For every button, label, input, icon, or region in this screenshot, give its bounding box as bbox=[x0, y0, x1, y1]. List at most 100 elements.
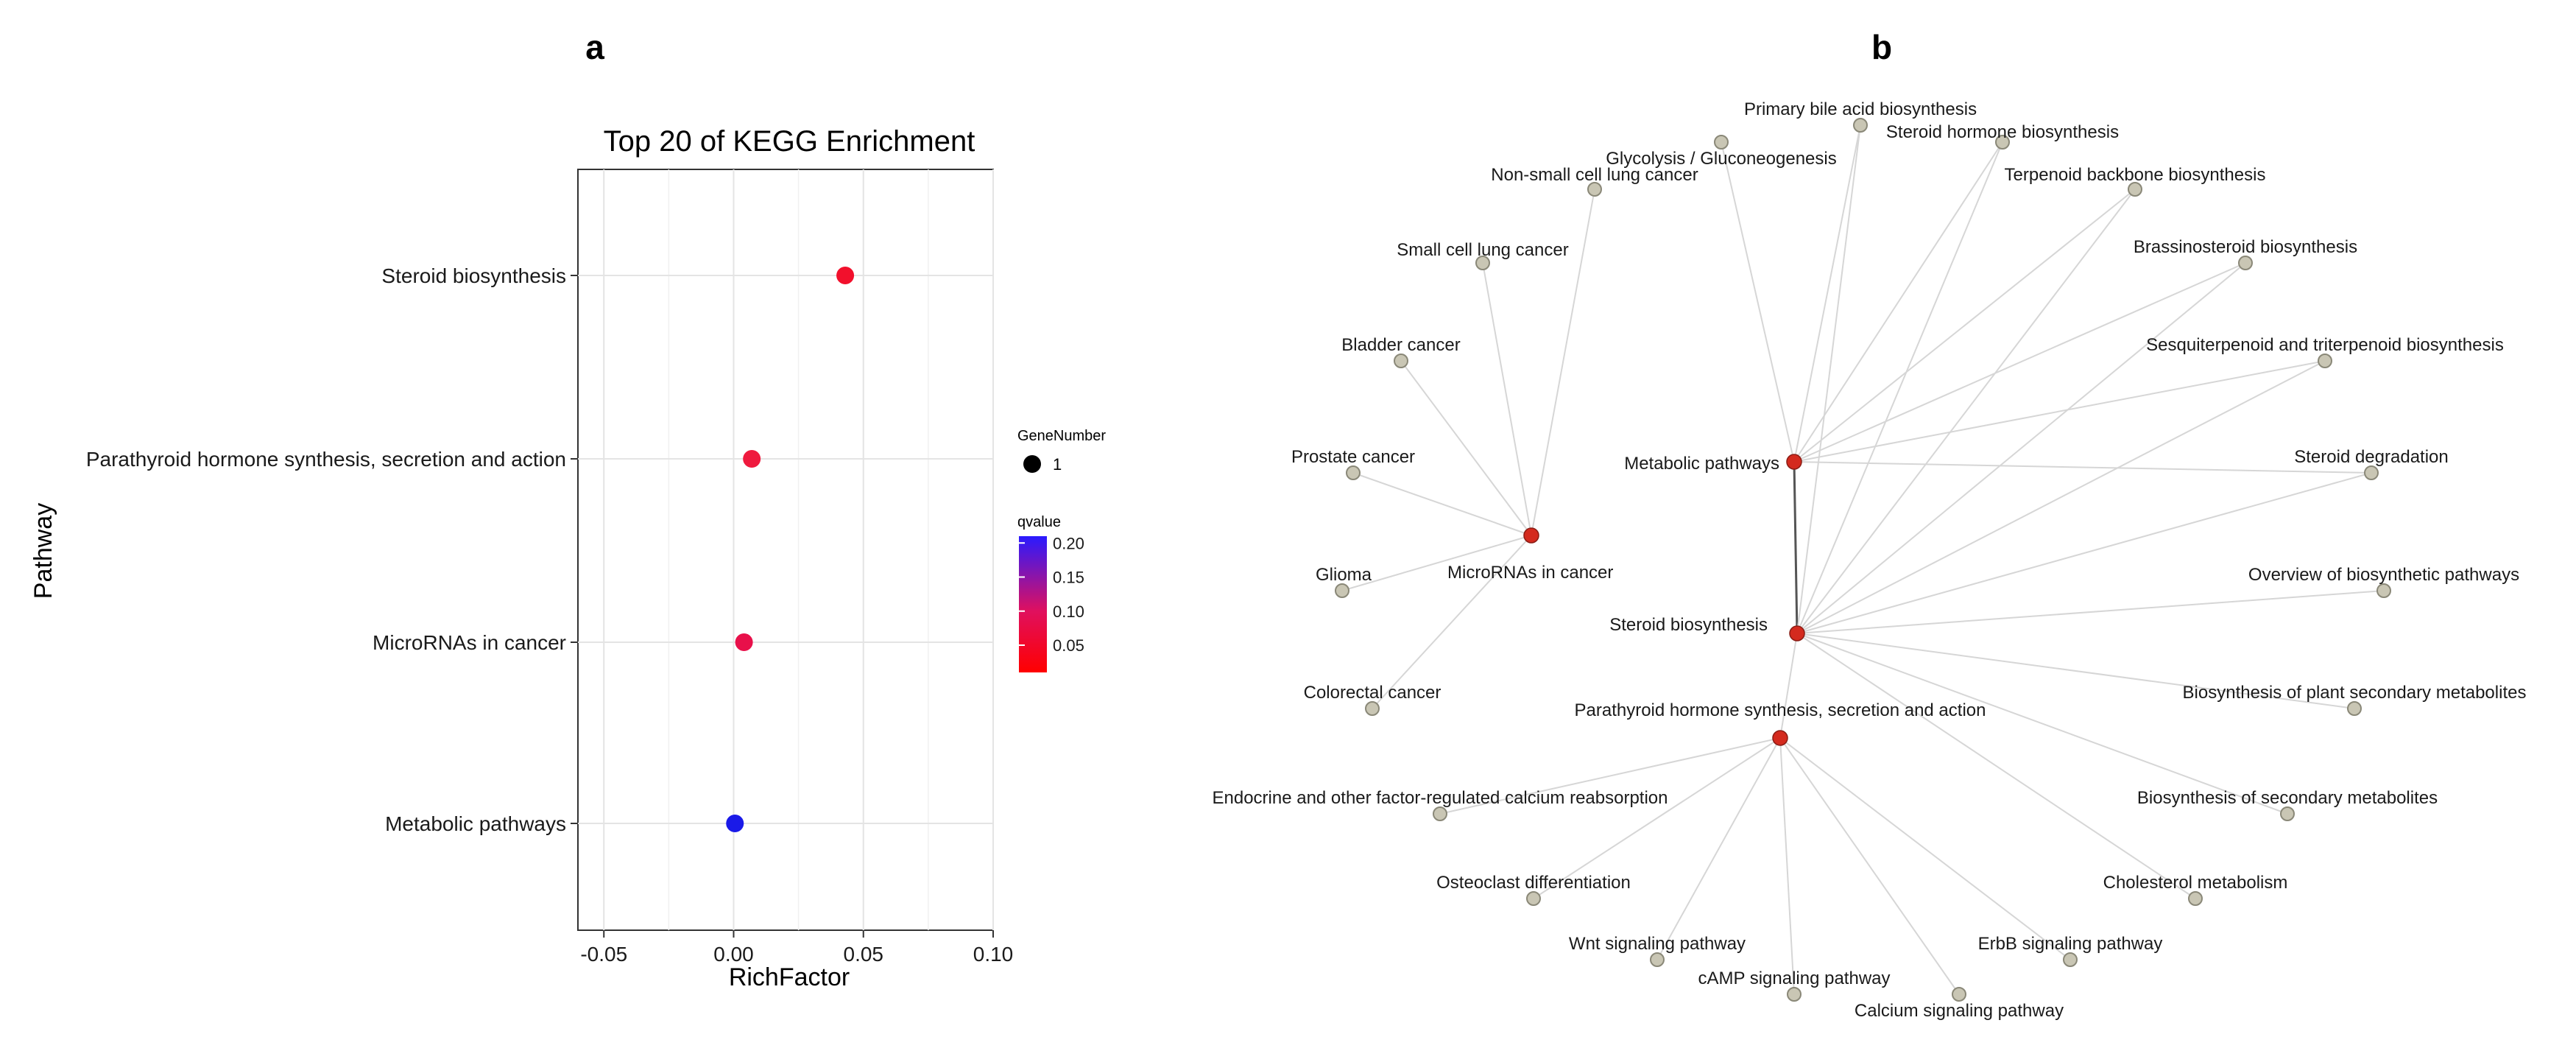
leaf-node bbox=[1650, 952, 1665, 967]
x-tick-label: 0.00 bbox=[713, 943, 754, 966]
network-edge bbox=[1796, 633, 2288, 815]
leaf-node bbox=[1995, 135, 2010, 150]
y-tick-label: MicroRNAs in cancer bbox=[373, 631, 566, 654]
x-tick-label: 0.10 bbox=[973, 943, 1014, 966]
node-label: Small cell lung cancer bbox=[1397, 240, 1568, 260]
network-edge bbox=[1796, 141, 2003, 634]
network-edge bbox=[1793, 189, 2136, 463]
size-legend: GeneNumber 1 bbox=[1017, 428, 1106, 474]
node-label: Primary bile acid biosynthesis bbox=[1744, 99, 1977, 119]
x-tick-label: -0.05 bbox=[580, 943, 627, 966]
size-legend-title: GeneNumber bbox=[1017, 428, 1106, 444]
node-label: Non-small cell lung cancer bbox=[1491, 165, 1698, 185]
leaf-node bbox=[2128, 182, 2142, 197]
network-edge bbox=[1793, 461, 2372, 474]
network-edge bbox=[1656, 737, 1781, 960]
node-label: Biosynthesis of secondary metabolites bbox=[2137, 788, 2438, 808]
node-label: Osteoclast differentiation bbox=[1436, 873, 1631, 893]
plot-panel bbox=[577, 169, 994, 931]
leaf-node bbox=[2280, 806, 2295, 821]
network-edge bbox=[1793, 360, 2326, 463]
data-point bbox=[743, 450, 761, 468]
leaf-node bbox=[2376, 583, 2391, 598]
network-edge bbox=[1796, 633, 2355, 709]
node-label: Wnt signaling pathway bbox=[1569, 934, 1746, 954]
color-legend-ticks: 0.20 0.15 0.10 0.05 bbox=[1019, 534, 1084, 655]
data-point bbox=[735, 633, 753, 651]
color-legend-tick-label: 0.10 bbox=[1053, 602, 1084, 621]
size-legend-symbol bbox=[1023, 455, 1041, 473]
leaf-node bbox=[2347, 701, 2362, 716]
node-label: Bladder cancer bbox=[1341, 335, 1460, 355]
panel-a-label: a bbox=[585, 28, 604, 66]
node-label: Parathyroid hormone synthesis, secretion… bbox=[1575, 700, 1986, 720]
color-legend-tick-label: 0.20 bbox=[1053, 534, 1084, 552]
network-edge bbox=[1793, 262, 2246, 463]
node-label: Brassinosteroid biosynthesis bbox=[2134, 237, 2357, 257]
network-nodes bbox=[1335, 118, 2391, 1002]
panel-b: b Metabolic pathways Steroid biosynthesis… bbox=[1212, 28, 2526, 1021]
leaf-node bbox=[1394, 354, 1408, 368]
leaf-node bbox=[1346, 465, 1361, 480]
network-edge bbox=[1796, 189, 2136, 634]
leaf-node bbox=[1587, 182, 1602, 197]
node-label: Steroid biosynthesis bbox=[1609, 615, 1768, 635]
color-legend-title: qvalue bbox=[1017, 514, 1061, 530]
network-edge bbox=[1796, 633, 2196, 899]
network-edge bbox=[1793, 461, 1799, 634]
y-tick-label: Parathyroid hormone synthesis, secretion… bbox=[86, 448, 566, 471]
x-axis-label: RichFactor bbox=[729, 963, 850, 991]
leaf-node bbox=[1365, 701, 1380, 716]
hub-node bbox=[1523, 527, 1539, 544]
leaf-node bbox=[2238, 256, 2253, 270]
node-label: Glioma bbox=[1316, 565, 1372, 585]
leaf-node bbox=[2364, 465, 2379, 480]
chart-title: Top 20 of KEGG Enrichment bbox=[604, 125, 975, 158]
network-edge bbox=[1796, 262, 2246, 634]
network-edge bbox=[1341, 535, 1532, 591]
node-label: Prostate cancer bbox=[1291, 447, 1415, 467]
leaf-node bbox=[1335, 583, 1349, 598]
network-edge bbox=[1721, 141, 1795, 463]
y-tick-label: Metabolic pathways bbox=[385, 812, 566, 835]
leaf-node bbox=[1787, 987, 1802, 1002]
y-axis-label: Pathway bbox=[29, 503, 57, 599]
data-points bbox=[726, 267, 855, 832]
network-edges bbox=[1341, 124, 2385, 995]
network-edge bbox=[1779, 737, 1795, 995]
panel-a: a Top 20 of KEGG Enrichment Steroid bios… bbox=[29, 28, 1106, 991]
node-label: Sesquiterpenoid and triterpenoid biosynt… bbox=[2146, 335, 2504, 355]
y-tick-label: Steroid biosynthesis bbox=[381, 264, 566, 287]
x-axis-ticks: -0.05 0.00 0.05 0.10 bbox=[580, 930, 1013, 966]
leaf-node bbox=[1952, 987, 1966, 1002]
node-label: Metabolic pathways bbox=[1624, 454, 1779, 474]
network-edge bbox=[1439, 737, 1781, 815]
network-edge bbox=[1352, 472, 1532, 536]
size-legend-entry: 1 bbox=[1053, 455, 1062, 474]
node-label: Colorectal cancer bbox=[1304, 683, 1441, 703]
network-labels: Metabolic pathways Steroid biosynthesis Mi… bbox=[1212, 99, 2526, 1021]
network-edge bbox=[1796, 472, 2372, 634]
hub-node bbox=[1786, 454, 1802, 470]
network-edge bbox=[1779, 633, 1798, 739]
node-label: Biosynthesis of plant secondary metaboli… bbox=[2183, 683, 2527, 703]
network-edge bbox=[1400, 360, 1532, 536]
leaf-node bbox=[2063, 952, 2078, 967]
node-label: Steroid degradation bbox=[2294, 447, 2448, 467]
node-label: ErbB signaling pathway bbox=[1978, 934, 2163, 954]
node-label: cAMP signaling pathway bbox=[1698, 969, 1890, 988]
color-legend-tick-label: 0.05 bbox=[1053, 636, 1084, 655]
node-label: Endocrine and other factor-regulated cal… bbox=[1212, 788, 1668, 808]
network-edge bbox=[1482, 262, 1532, 536]
node-label: Calcium signaling pathway bbox=[1855, 1001, 2064, 1021]
node-label: Cholesterol metabolism bbox=[2103, 873, 2288, 893]
leaf-node bbox=[1853, 118, 1868, 133]
network-edge bbox=[1793, 141, 2003, 463]
color-legend: qvalue 0.20 0.15 0.10 0.05 bbox=[1017, 514, 1084, 672]
x-tick-label: 0.05 bbox=[844, 943, 884, 966]
leaf-node bbox=[1475, 256, 1490, 270]
network-edge bbox=[1779, 737, 1960, 995]
color-legend-bar bbox=[1019, 536, 1047, 672]
network-edge bbox=[1796, 124, 1861, 634]
